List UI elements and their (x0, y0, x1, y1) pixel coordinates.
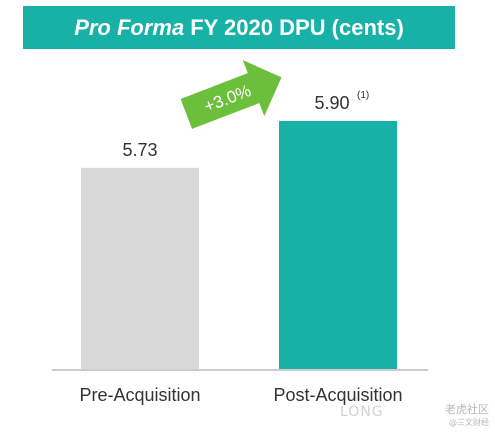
bar-pre-acquisition (81, 167, 199, 369)
category-label: Pre-Acquisition (79, 385, 200, 405)
chart-title-banner: Pro Forma FY 2020 DPU (cents) (23, 6, 455, 49)
data-label: 5.90 (314, 93, 349, 113)
footnote-mark: (1) (357, 90, 369, 101)
watermark: 老虎社区 @三文财经 (445, 403, 489, 429)
data-label: 5.73 (122, 140, 157, 160)
growth-arrow: +3.0% (180, 60, 282, 129)
watermark-sub: @三文财经 (449, 418, 489, 427)
watermark-brand: LONG (340, 404, 384, 420)
chart-title-rest: FY 2020 DPU (cents) (190, 14, 404, 40)
chart-title-italic: Pro Forma (74, 14, 185, 40)
growth-arrow-shape (180, 60, 282, 129)
bar-post-acquisition (279, 121, 397, 369)
category-label: Post-Acquisition (273, 385, 402, 405)
watermark-main: 老虎社区 (445, 403, 489, 416)
